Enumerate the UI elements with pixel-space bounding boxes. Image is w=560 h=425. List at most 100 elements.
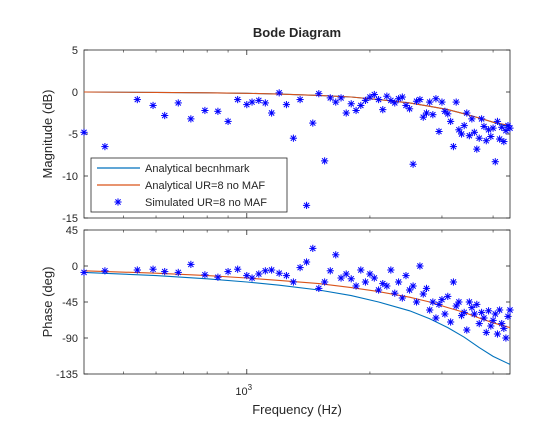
mag-point-17 — [282, 101, 291, 109]
ph-point-4 — [161, 268, 169, 276]
mag-point-66 — [475, 134, 483, 142]
ph-point-42 — [405, 286, 414, 294]
mag-point-5 — [174, 99, 182, 107]
magnitude-markers — [80, 89, 514, 209]
ph-point-38 — [391, 289, 399, 297]
mag-point-72 — [489, 124, 497, 132]
mag-point-9 — [224, 117, 232, 125]
ph-point-0 — [80, 268, 88, 276]
phase-axes-box — [83, 229, 511, 375]
mag-point-31 — [361, 96, 370, 104]
y-tick-label: 0 — [72, 87, 78, 99]
mag-point-21 — [309, 119, 317, 127]
ph-point-74 — [493, 330, 502, 338]
ph-point-35 — [379, 280, 387, 288]
mag-point-14 — [261, 99, 269, 107]
y-tick-label: -135 — [56, 369, 78, 381]
mag-point-49 — [429, 111, 437, 119]
y-tick-label: -90 — [62, 333, 78, 345]
ph-point-9 — [224, 268, 232, 276]
phase-markers — [80, 244, 514, 342]
ph-point-48 — [426, 306, 434, 314]
ph-point-62 — [465, 298, 473, 306]
ph-point-58 — [455, 298, 463, 306]
mag-point-20 — [302, 201, 311, 209]
mag-point-18 — [289, 134, 297, 142]
mag-point-77 — [500, 137, 508, 146]
mag-point-16 — [275, 89, 283, 97]
mag-point-1 — [101, 143, 109, 151]
ph-point-5 — [174, 268, 182, 276]
ph-point-65 — [473, 300, 481, 308]
ph-point-56 — [449, 278, 458, 286]
ph-point-7 — [201, 271, 209, 279]
ph-point-17 — [282, 272, 291, 280]
ph-point-78 — [502, 334, 510, 342]
mag-point-48 — [426, 98, 434, 106]
ph-point-16 — [275, 269, 283, 277]
mag-point-64 — [470, 128, 478, 136]
ph-point-63 — [468, 304, 476, 312]
ph-point-31 — [361, 278, 370, 286]
mag-point-13 — [255, 96, 263, 104]
mag-point-24 — [326, 94, 334, 102]
mag-point-45 — [416, 95, 424, 104]
mag-point-6 — [187, 115, 195, 123]
ph-point-30 — [357, 266, 365, 274]
ph-point-52 — [438, 296, 446, 304]
ph-point-27 — [342, 270, 350, 278]
ph-point-12 — [248, 274, 256, 282]
ph-point-44 — [412, 298, 421, 306]
legend-label-analytical: Analytical UR=8 no MAF — [145, 180, 265, 192]
y-tick-label: 45 — [66, 225, 78, 237]
mag-point-76 — [498, 123, 506, 131]
mag-point-7 — [201, 106, 209, 115]
ph-point-18 — [289, 278, 297, 286]
mag-point-69 — [482, 137, 490, 145]
ph-point-29 — [352, 282, 360, 290]
chart-title: Bode Diagram — [253, 25, 341, 40]
ph-point-11 — [243, 272, 251, 280]
y-tick-label: 5 — [72, 45, 78, 57]
mag-point-12 — [248, 98, 256, 106]
mag-point-27 — [342, 109, 350, 117]
mag-point-2 — [133, 95, 141, 104]
mag-point-22 — [315, 90, 323, 98]
ph-point-32 — [366, 270, 374, 278]
ph-point-75 — [496, 306, 504, 314]
mag-point-33 — [370, 90, 378, 99]
ph-point-21 — [309, 244, 317, 252]
mag-point-58 — [455, 126, 463, 134]
ph-point-33 — [370, 274, 378, 282]
ph-point-55 — [447, 318, 455, 326]
ph-point-36 — [383, 282, 391, 290]
ph-point-26 — [337, 274, 345, 282]
ph-point-34 — [374, 286, 383, 294]
mag-point-54 — [444, 110, 452, 118]
ph-point-15 — [268, 266, 276, 274]
ph-point-70 — [484, 307, 493, 315]
ph-point-13 — [255, 270, 263, 278]
ph-point-67 — [478, 308, 486, 316]
legend-star-marker — [114, 198, 122, 206]
mag-point-19 — [296, 95, 304, 104]
mag-point-65 — [473, 145, 481, 153]
mag-point-30 — [357, 101, 365, 110]
ph-point-45 — [416, 262, 424, 270]
mag-point-47 — [422, 109, 431, 117]
ph-point-20 — [302, 258, 311, 266]
mag-point-23 — [321, 157, 329, 165]
ph-point-57 — [452, 302, 460, 310]
mag-point-3 — [149, 101, 157, 110]
phase-y-axis-label: Phase (deg) — [40, 267, 55, 338]
ph-point-37 — [387, 266, 395, 274]
ph-point-10 — [234, 265, 242, 273]
ph-point-46 — [419, 290, 427, 298]
ph-point-1 — [101, 267, 109, 275]
mag-point-11 — [243, 101, 251, 109]
mag-point-74 — [493, 117, 502, 125]
ph-point-72 — [489, 316, 497, 324]
ph-point-53 — [441, 310, 449, 318]
